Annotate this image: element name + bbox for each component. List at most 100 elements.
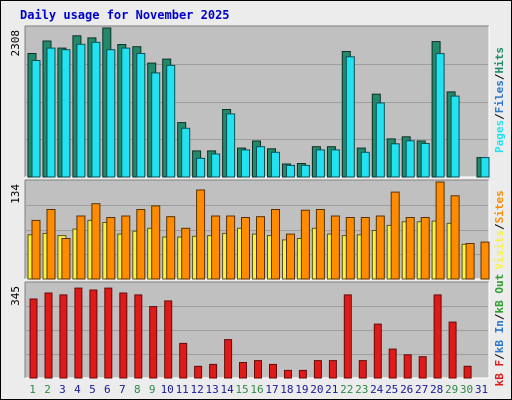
day-label: 14: [220, 383, 234, 396]
bar-kb-f: [343, 294, 352, 379]
bar-files: [121, 47, 131, 178]
bar-files: [136, 53, 146, 178]
bar-files: [196, 157, 206, 178]
legend-entry: kB In: [493, 320, 506, 353]
bar-sites: [465, 243, 475, 280]
bar-kb-f: [104, 287, 113, 379]
bar-files: [450, 95, 460, 178]
y-max-label: 2308: [9, 30, 22, 57]
bar-sites: [106, 217, 116, 280]
bar-kb-f: [164, 300, 173, 379]
legend-entry: /: [493, 113, 506, 120]
day-label: 26: [400, 383, 413, 396]
bar-files: [61, 49, 71, 178]
bar-sites: [61, 238, 71, 280]
bar-kb-f: [89, 289, 98, 379]
day-label: 5: [89, 383, 96, 396]
bar-kb-f: [373, 323, 382, 379]
bar-kb-f: [209, 363, 218, 379]
bar-files: [76, 43, 86, 178]
bar-sites: [31, 219, 41, 280]
bar-sites: [256, 216, 265, 280]
chart-title: Daily usage for November 2025: [20, 8, 230, 22]
bar-kb-f: [134, 294, 143, 379]
day-label: 30: [460, 383, 473, 396]
day-label: 17: [265, 383, 278, 396]
day-label: 1: [29, 383, 36, 396]
day-label: 15: [235, 383, 248, 396]
bar-kb-f: [298, 369, 307, 379]
bar-sites: [330, 215, 340, 280]
bar-sites: [390, 191, 400, 280]
bar-kb-f: [358, 360, 367, 379]
legend-entry: kB Out: [493, 274, 506, 314]
bar-kb-f: [29, 298, 38, 379]
bar-sites: [345, 217, 355, 280]
legend-entry: /: [493, 223, 506, 230]
bar-files: [166, 64, 176, 178]
bar-files: [330, 149, 340, 178]
bar-kb-f: [463, 365, 472, 379]
day-label: 2: [44, 383, 51, 396]
day-label: 18: [280, 383, 293, 396]
day-label: 29: [445, 383, 458, 396]
bar-kb-f: [328, 360, 337, 379]
bar-files: [420, 143, 430, 178]
bar-kb-f: [224, 339, 233, 379]
day-label: 21: [325, 383, 338, 396]
bar-kb-f: [59, 294, 68, 379]
day-label: 7: [119, 383, 126, 396]
bar-kb-f: [403, 354, 412, 379]
legend-entry: /: [493, 73, 506, 80]
bar-kb-f: [194, 365, 203, 379]
bar-kb-f: [149, 306, 158, 379]
bar-files: [345, 56, 355, 178]
bar-kb-f: [44, 292, 53, 379]
bar-sites: [46, 209, 56, 280]
bar-sites: [271, 209, 280, 280]
legend-entry: /: [493, 353, 506, 360]
bar-files: [151, 72, 161, 178]
legend-entry: kB F: [493, 360, 506, 387]
bar-sites: [151, 205, 161, 280]
day-label: 23: [355, 383, 368, 396]
bar-kb-f: [119, 292, 128, 379]
bar-sites: [420, 217, 430, 280]
bar-files: [256, 146, 265, 178]
bar-sites: [196, 189, 206, 280]
bar-sites: [360, 217, 370, 280]
day-label: 10: [161, 383, 174, 396]
day-label: 27: [415, 383, 428, 396]
bar-kb-f: [418, 356, 427, 379]
bar-sites: [241, 217, 250, 280]
bar-kb-f: [313, 360, 322, 379]
day-label: 4: [74, 383, 81, 396]
bar-sites: [166, 216, 176, 280]
bar-sites: [480, 241, 490, 280]
legend-entry: /: [493, 313, 506, 320]
bar-sites: [286, 233, 295, 280]
bar-kb-f: [254, 360, 262, 379]
legend-middle: Visits/Sites: [493, 190, 506, 270]
legend-entry: Files: [493, 80, 506, 113]
bar-files: [315, 149, 325, 178]
day-label: 6: [104, 383, 111, 396]
bar-files: [181, 127, 191, 178]
bar-files: [31, 60, 41, 178]
y-max-label: 134: [9, 184, 22, 204]
bar-files: [375, 102, 385, 178]
day-label: 31: [475, 383, 488, 396]
legend-entry: Hits: [493, 47, 506, 74]
bar-files: [390, 143, 400, 178]
legend-entry: Visits: [493, 230, 506, 270]
bar-files: [211, 153, 221, 178]
day-label: 13: [205, 383, 218, 396]
bar-files: [91, 41, 101, 178]
bar-sites: [375, 215, 385, 280]
legend-bottom: kB F/kB In/kB Out: [493, 274, 506, 387]
day-label: 8: [134, 383, 141, 396]
bar-files: [226, 113, 236, 178]
bar-sites: [76, 215, 86, 280]
bar-sites: [435, 181, 445, 280]
